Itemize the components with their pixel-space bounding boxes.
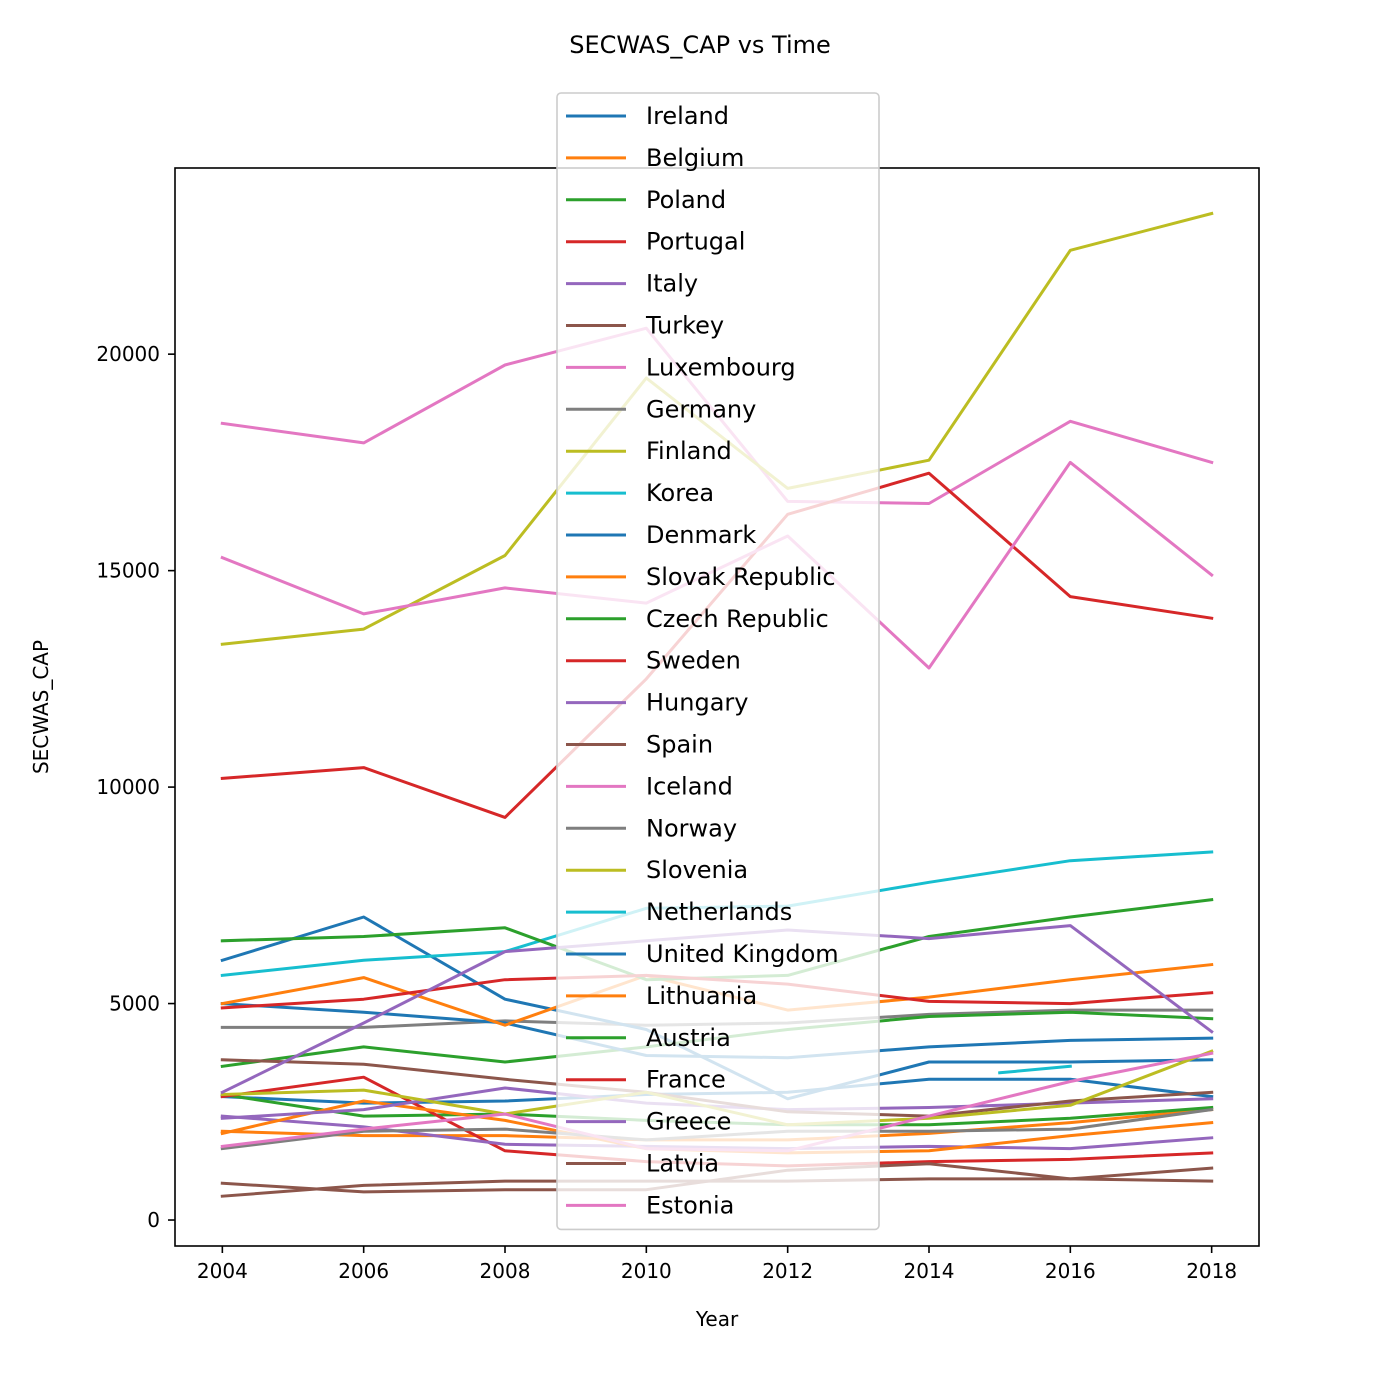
- legend-label-slovak-republic: Slovak Republic: [646, 563, 836, 591]
- legend-label-belgium: Belgium: [646, 144, 744, 172]
- legend-label-italy: Italy: [646, 270, 698, 298]
- legend-label-poland: Poland: [646, 186, 726, 214]
- legend-label-portugal: Portugal: [646, 228, 745, 256]
- legend-label-finland: Finland: [646, 437, 732, 465]
- legend-label-ireland: Ireland: [646, 102, 729, 130]
- x-tick-label: 2018: [1186, 1259, 1237, 1283]
- y-tick-label: 10000: [96, 775, 160, 799]
- legend-label-hungary: Hungary: [646, 689, 748, 717]
- legend-label-france: France: [646, 1066, 726, 1094]
- legend-label-spain: Spain: [646, 731, 713, 759]
- x-tick-label: 2012: [762, 1259, 813, 1283]
- y-axis-ticks: 0 5000 10000 15000 20000: [96, 342, 175, 1232]
- legend-label-slovenia: Slovenia: [646, 856, 748, 884]
- legend-label-greece: Greece: [646, 1108, 731, 1136]
- y-axis-label: SECWAS_CAP: [29, 640, 53, 774]
- x-tick-label: 2004: [197, 1259, 248, 1283]
- legend: Ireland Belgium Poland Portugal Italy Turkey L…: [556, 92, 880, 1231]
- legend-label-norway: Norway: [646, 814, 737, 842]
- legend-label-united-kingdom: United Kingdom: [646, 940, 839, 968]
- legend-label-korea: Korea: [646, 479, 714, 507]
- y-tick-label: 15000: [96, 559, 160, 583]
- x-tick-label: 2014: [904, 1259, 955, 1283]
- legend-label-luxembourg: Luxembourg: [646, 353, 796, 381]
- chart-title: SECWAS_CAP vs Time: [569, 31, 831, 59]
- y-tick-label: 0: [147, 1208, 160, 1232]
- legend-label-turkey: Turkey: [645, 312, 724, 340]
- legend-label-lithuania: Lithuania: [646, 982, 757, 1010]
- series-line-korea: [998, 1064, 1072, 1075]
- x-tick-label: 2016: [1045, 1259, 1096, 1283]
- x-tick-label: 2008: [480, 1259, 531, 1283]
- legend-label-iceland: Iceland: [646, 772, 733, 800]
- legend-label-netherlands: Netherlands: [646, 898, 792, 926]
- x-axis-label: Year: [695, 1307, 739, 1331]
- legend-label-sweden: Sweden: [646, 647, 741, 675]
- y-tick-label: 20000: [96, 342, 160, 366]
- legend-label-austria: Austria: [646, 1024, 731, 1052]
- legend-label-germany: Germany: [646, 395, 756, 423]
- legend-label-latvia: Latvia: [646, 1150, 719, 1178]
- x-axis-ticks: 2004 2006 2008 2010 2012 2014 2016 2018: [197, 1246, 1237, 1283]
- legend-label-denmark: Denmark: [646, 521, 756, 549]
- y-tick-label: 5000: [109, 992, 160, 1016]
- legend-label-estonia: Estonia: [646, 1191, 734, 1219]
- legend-label-czech-republic: Czech Republic: [646, 605, 829, 633]
- x-tick-label: 2010: [621, 1259, 672, 1283]
- legend-box: [556, 92, 880, 1231]
- x-tick-label: 2006: [338, 1259, 389, 1283]
